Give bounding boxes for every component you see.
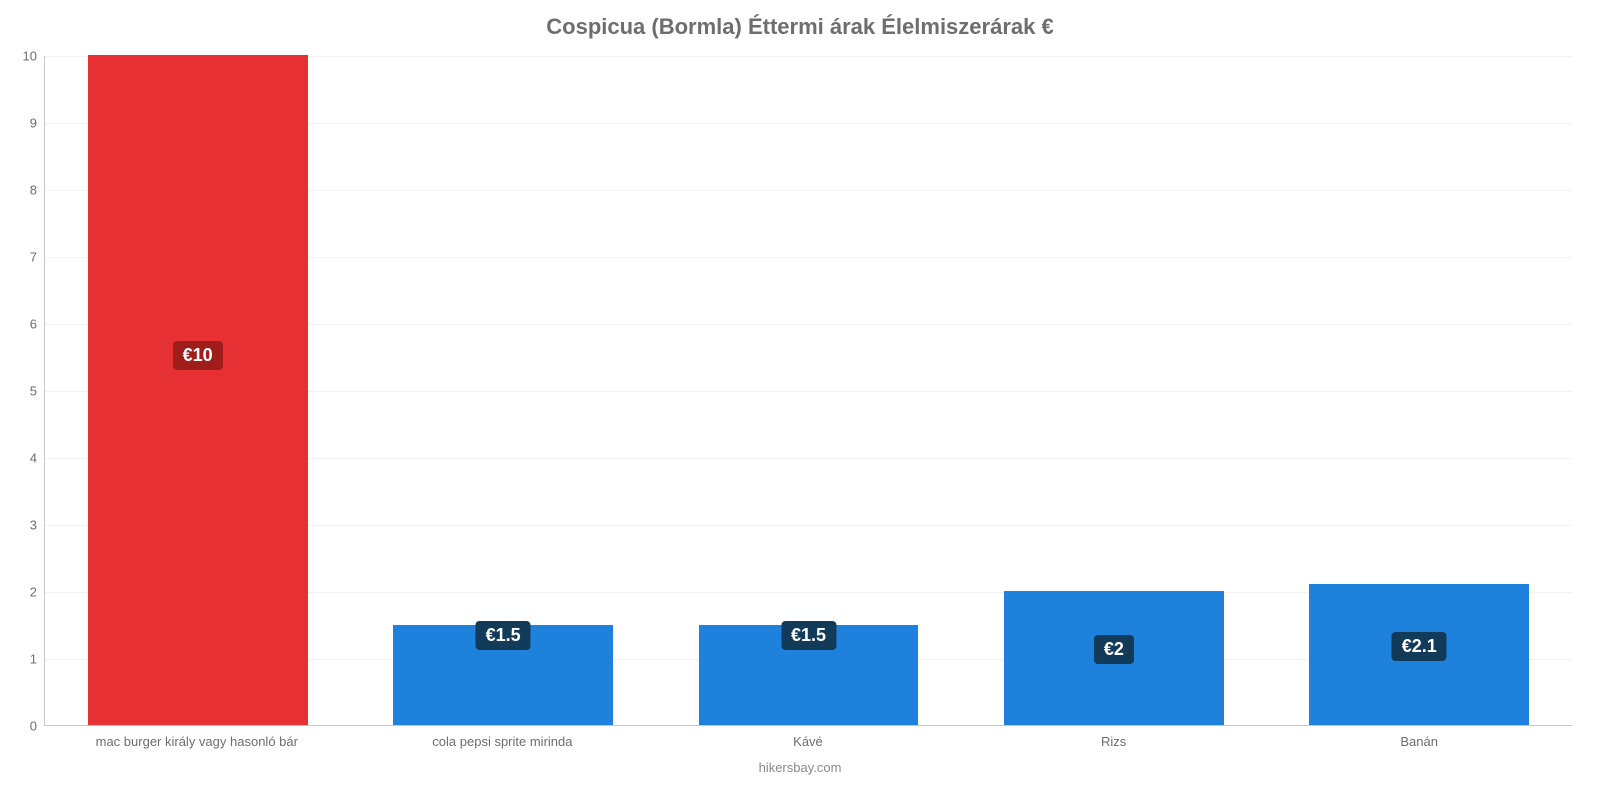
x-labels-row: mac burger király vagy hasonló bárcola p…	[44, 726, 1572, 749]
y-tick-label: 3	[30, 518, 45, 533]
x-axis-label: Rizs	[961, 726, 1267, 749]
y-tick-label: 2	[30, 585, 45, 600]
y-tick-label: 7	[30, 250, 45, 265]
bar-slot: €1.5	[656, 56, 961, 725]
x-axis-label: Banán	[1266, 726, 1572, 749]
bar: €1.5	[393, 625, 613, 726]
bar-slot: €2	[961, 56, 1266, 725]
value-badge: €1.5	[476, 621, 531, 650]
bar-slot: €1.5	[350, 56, 655, 725]
value-badge: €2.1	[1392, 632, 1447, 661]
y-tick-label: 4	[30, 451, 45, 466]
y-tick-label: 0	[30, 719, 45, 734]
chart-container: Cospicua (Bormla) Éttermi árak Élelmisze…	[0, 0, 1600, 800]
y-tick-label: 9	[30, 116, 45, 131]
y-tick-label: 5	[30, 384, 45, 399]
bar: €1.5	[699, 625, 919, 726]
value-badge: €2	[1094, 635, 1134, 664]
credit-text: hikersbay.com	[0, 760, 1600, 775]
y-tick-label: 6	[30, 317, 45, 332]
x-axis-label: Kávé	[655, 726, 961, 749]
bar-slot: €10	[45, 56, 350, 725]
x-axis-label: cola pepsi sprite mirinda	[350, 726, 656, 749]
bar: €2	[1004, 591, 1224, 725]
y-tick-label: 8	[30, 183, 45, 198]
chart-title: Cospicua (Bormla) Éttermi árak Élelmisze…	[0, 14, 1600, 40]
value-badge: €1.5	[781, 621, 836, 650]
y-tick-label: 10	[23, 49, 45, 64]
bar: €10	[88, 55, 308, 725]
bar: €2.1	[1309, 584, 1529, 725]
x-axis-label: mac burger király vagy hasonló bár	[44, 726, 350, 749]
plot-area: 012345678910 €10€1.5€1.5€2€2.1	[44, 56, 1572, 726]
y-tick-label: 1	[30, 652, 45, 667]
bar-slot: €2.1	[1267, 56, 1572, 725]
bars-row: €10€1.5€1.5€2€2.1	[45, 56, 1572, 725]
value-badge: €10	[173, 341, 223, 370]
